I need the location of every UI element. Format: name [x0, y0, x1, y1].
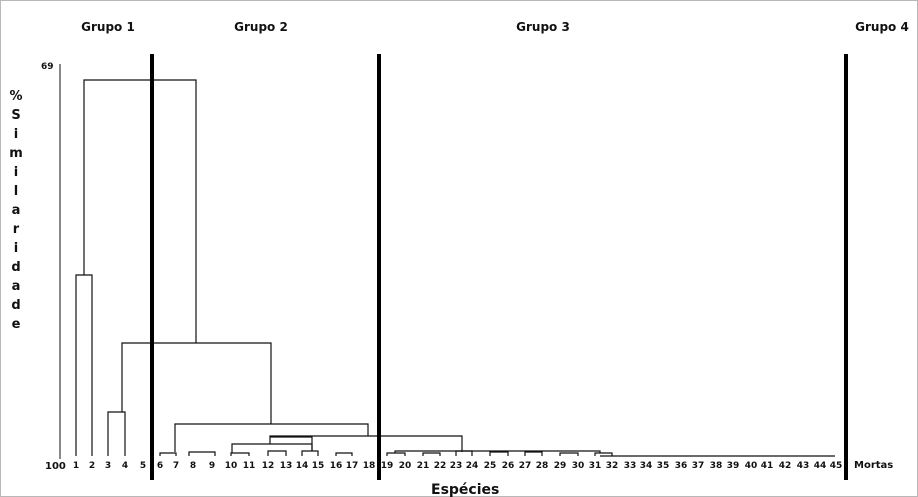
- dendrogram-link: [231, 443, 313, 453]
- leaf-label: 45: [830, 461, 843, 471]
- y-axis-title-letter: e: [12, 317, 21, 332]
- leaf-label: 11: [243, 461, 256, 471]
- leaf-label: 17: [346, 461, 359, 471]
- y-axis-top-label: 69: [41, 62, 54, 72]
- dendrogram-link: [269, 435, 463, 451]
- y-axis-title-letter: i: [14, 241, 18, 256]
- group-label: Grupo 2: [234, 20, 288, 34]
- leaf-label: 27: [519, 461, 532, 471]
- dendrogram-link: [174, 423, 369, 452]
- leaf-label: 15: [312, 461, 325, 471]
- leaf-label: 43: [797, 461, 810, 471]
- dendrogram-link: [559, 452, 579, 456]
- dendrogram-link: [107, 411, 126, 456]
- y-axis-title-letter: i: [14, 127, 18, 142]
- y-axis-title-letter: a: [12, 203, 21, 218]
- leaf-label: 42: [779, 461, 792, 471]
- leaf-label: 39: [727, 461, 740, 471]
- leaf-label: 19: [381, 461, 394, 471]
- y-axis-title-letter: a: [12, 279, 21, 294]
- leaf-label: 6: [157, 461, 163, 471]
- group-separators: [150, 54, 848, 480]
- leaf-label: 30: [572, 461, 585, 471]
- dendrogram-link: [335, 452, 353, 456]
- x-axis-title: Espécies: [431, 482, 499, 497]
- leaf-label: 41: [761, 461, 774, 471]
- leaf-label: 29: [554, 461, 567, 471]
- dendrogram-link: [594, 452, 613, 456]
- leaf-label: 13: [280, 461, 293, 471]
- leaf-label: 24: [466, 461, 479, 471]
- dendrogram-link: [462, 450, 601, 453]
- group-label: Grupo 3: [516, 20, 570, 34]
- y-axis-title-letter: r: [13, 222, 20, 237]
- dendrogram-links: [75, 79, 835, 457]
- y-axis-title-letter: l: [14, 184, 18, 199]
- group-label: Grupo 4: [855, 20, 909, 34]
- leaf-label: 36: [675, 461, 688, 471]
- dendrogram-link: [524, 451, 543, 456]
- group-label: Grupo 1: [81, 20, 135, 34]
- dendrogram-link: [267, 450, 287, 456]
- leaf-labels: 1 2 3 4 5 6 7 8 9 10 11 12 13 14 15 16 17 18 19 20 21 22 23 24 2…: [73, 460, 893, 471]
- y-axis-title-letter: i: [14, 165, 18, 180]
- dendrogram-link: [159, 452, 177, 456]
- leaf-label: 31: [589, 461, 602, 471]
- dendrogram-link: [301, 450, 319, 456]
- leaf-label: 18: [363, 461, 376, 471]
- leaf-label: 33: [624, 461, 637, 471]
- leaf-label: 21: [417, 461, 430, 471]
- leaf-label: 25: [484, 461, 497, 471]
- leaf-label: 37: [692, 461, 705, 471]
- leaf-label: 35: [657, 461, 670, 471]
- leaf-label: 12: [262, 461, 275, 471]
- leaf-label: 8: [190, 461, 196, 471]
- dendrogram-link: [386, 452, 406, 456]
- dendrogram-link: [489, 451, 509, 456]
- leaf-label: 40: [745, 461, 758, 471]
- leaf-label: 4: [122, 461, 128, 471]
- leaf-label: 7: [173, 461, 179, 471]
- leaf-label: 1: [73, 461, 79, 471]
- leaf-label: 44: [814, 461, 827, 471]
- leaf-label: 20: [399, 461, 412, 471]
- dendrogram-link: [230, 452, 250, 456]
- dendrogram-link: [75, 274, 93, 456]
- leaf-label: 2: [89, 461, 95, 471]
- dendrogram-link: [188, 451, 216, 456]
- y-axis-title-letter: d: [11, 298, 20, 313]
- leaf-label: 28: [536, 461, 549, 471]
- y-axis-title-letter: %: [9, 89, 22, 104]
- dendrogram-link: [422, 452, 441, 456]
- dendrogram-link: [269, 436, 313, 451]
- leaf-label: 3: [105, 461, 111, 471]
- dendrogram-link: [121, 342, 272, 424]
- y-axis-title-letter: S: [11, 108, 20, 123]
- leaf-label: 32: [606, 461, 619, 471]
- dendrogram-link: [83, 79, 197, 343]
- leaf-label: 34: [640, 461, 653, 471]
- leaf-label: 14: [296, 461, 309, 471]
- y-axis-title-letter: m: [9, 146, 23, 161]
- leaf-label: Mortas: [854, 460, 893, 471]
- leaf-label: 38: [710, 461, 723, 471]
- y-axis: 69 100: [41, 62, 66, 472]
- leaf-label: 26: [502, 461, 515, 471]
- leaf-label: 10: [225, 461, 238, 471]
- group-labels: Grupo 1 Grupo 2 Grupo 3 Grupo 4: [81, 20, 909, 34]
- leaf-label: 23: [450, 461, 463, 471]
- dendrogram-link: [455, 450, 473, 456]
- leaf-label: 5: [140, 461, 146, 471]
- leaf-label: 16: [330, 461, 343, 471]
- leaf-label: 9: [209, 461, 215, 471]
- leaf-label: 22: [434, 461, 447, 471]
- y-axis-bottom-label: 100: [45, 461, 66, 472]
- y-axis-title-letter: d: [11, 260, 20, 275]
